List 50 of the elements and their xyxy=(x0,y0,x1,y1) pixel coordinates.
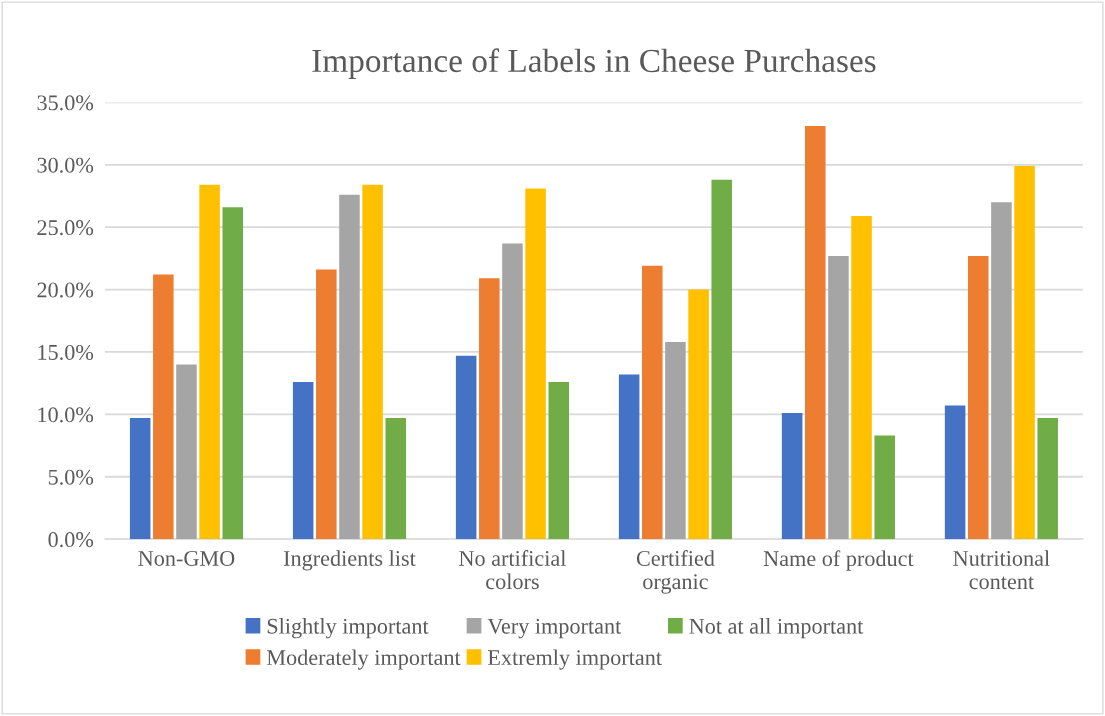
bar xyxy=(129,418,151,540)
bar xyxy=(711,179,732,540)
bar xyxy=(316,269,337,540)
y-tick-label: 0.0% xyxy=(48,532,94,548)
x-tick-label: Name of product xyxy=(763,550,914,571)
legend-label: Very important xyxy=(487,618,622,639)
bar xyxy=(781,413,803,540)
bar xyxy=(1037,418,1058,540)
bar xyxy=(665,341,686,540)
bar xyxy=(642,265,663,540)
x-tick-label: Certified organic xyxy=(636,550,715,594)
y-tick-label: 10.0% xyxy=(38,407,94,423)
bar xyxy=(199,184,220,540)
bar xyxy=(479,278,500,540)
chart-title: Importance of Labels in Cheese Purchases xyxy=(312,48,876,79)
y-tick-label: 35.0% xyxy=(37,95,94,111)
bar xyxy=(944,405,966,540)
bar xyxy=(618,374,640,540)
x-tick-label: Non-GMO xyxy=(138,550,235,566)
legend-label: Slightly important xyxy=(267,618,429,639)
bar xyxy=(874,435,895,540)
bar xyxy=(455,355,477,540)
bar xyxy=(362,184,383,540)
bar xyxy=(967,255,989,540)
bar xyxy=(292,381,314,540)
bar xyxy=(688,289,709,540)
x-tick-label: Nutritional content xyxy=(953,550,1050,590)
bar xyxy=(828,255,849,540)
y-tick-label: 5.0% xyxy=(48,469,94,485)
bar xyxy=(153,274,174,540)
bar xyxy=(385,418,407,540)
bar xyxy=(548,381,569,540)
legend-label: Not at all important xyxy=(689,618,864,639)
bar xyxy=(502,243,523,540)
bar xyxy=(176,364,197,540)
legend-label: Extremly important xyxy=(488,649,662,670)
x-tick-label: No artificial colors xyxy=(459,550,566,590)
bar xyxy=(1014,166,1035,540)
legend-label: Moderately important xyxy=(266,649,461,670)
bar xyxy=(851,215,872,540)
y-tick-label: 15.0% xyxy=(38,344,94,360)
y-tick-label: 20.0% xyxy=(37,282,94,298)
bar xyxy=(991,202,1012,540)
bar xyxy=(339,194,360,540)
bar xyxy=(525,188,546,540)
y-tick-label: 25.0% xyxy=(37,220,94,236)
bar xyxy=(222,207,244,540)
x-tick-label: Ingredients list xyxy=(283,550,416,571)
bar xyxy=(805,126,826,540)
y-tick-label: 30.0% xyxy=(37,157,94,173)
